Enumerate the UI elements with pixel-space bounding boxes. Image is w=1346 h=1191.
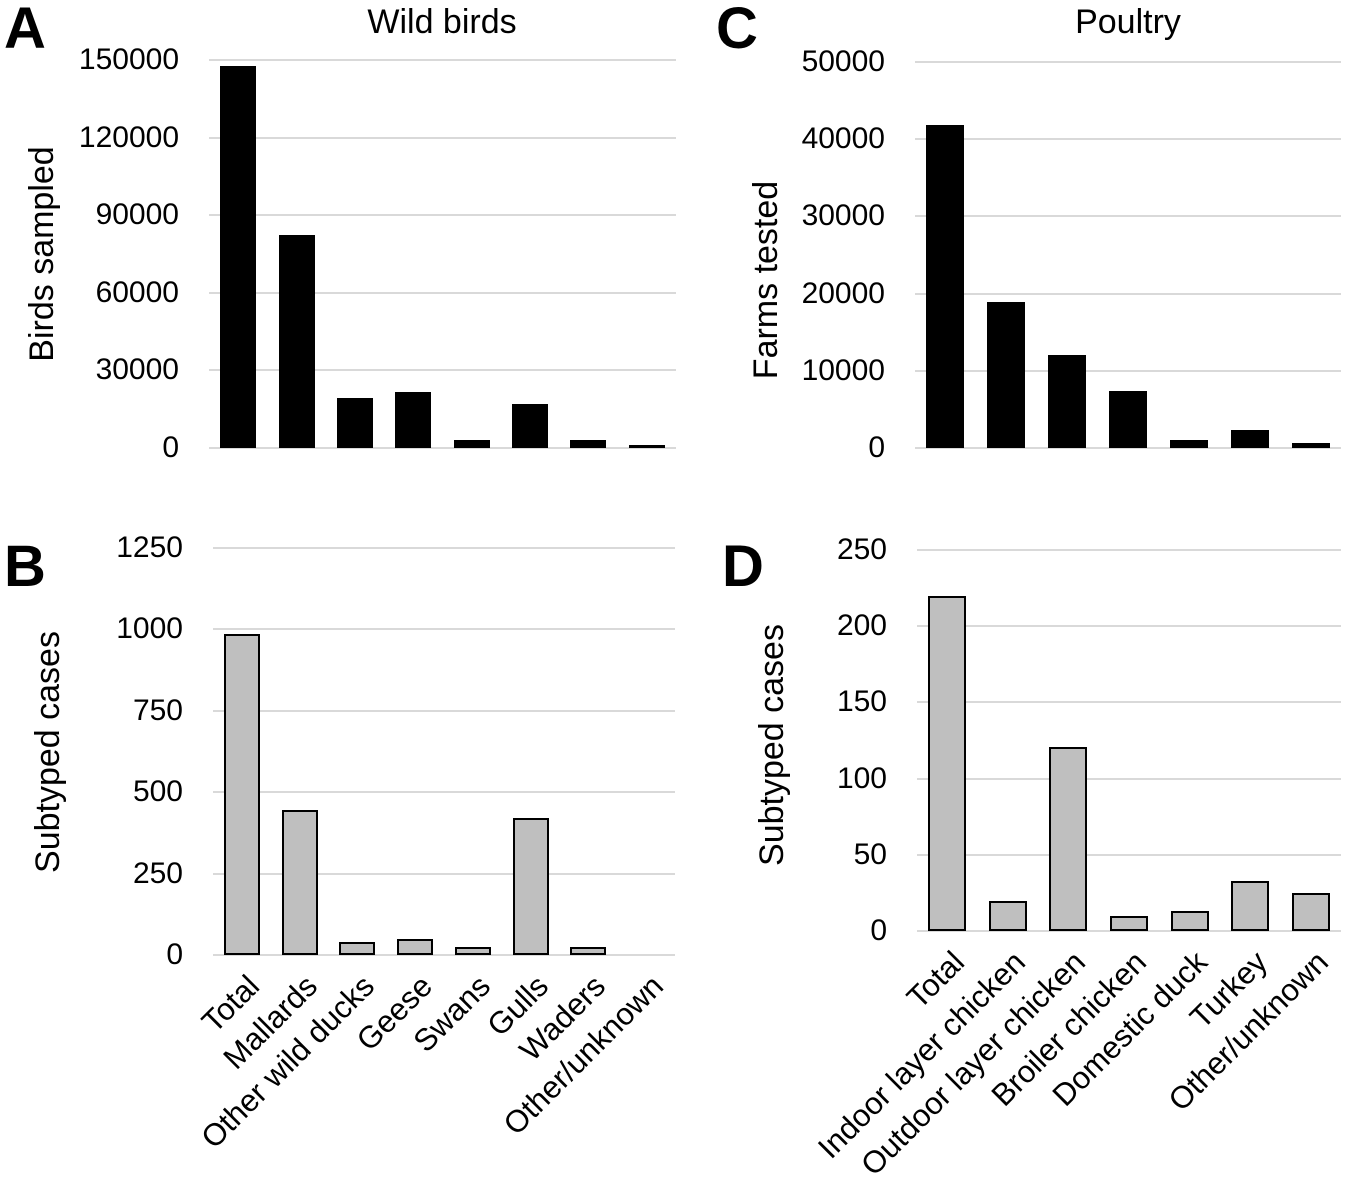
bar-outdoor-layer-chicken [1048,355,1087,448]
bar-other-unknown [1291,442,1330,448]
bar-total [220,66,257,448]
gridline [917,701,1341,704]
panel-c-letter: C [716,0,758,61]
bar-broiler-chicken [1110,915,1148,931]
panel-a-plot-area: 0 30000 60000 90000 120000 150000 [79,43,676,464]
y-tick-label: 40000 [801,122,885,156]
gridline [915,447,1341,449]
gridline [915,215,1341,218]
bar-other-wild-ducks [336,397,373,448]
bar-geese [397,939,434,955]
y-tick-label: 500 [132,775,183,809]
panel-c-plot-area: 0 10000 20000 30000 40000 50000 [802,45,1341,464]
y-tick-label: 10000 [801,353,885,387]
panel-b-y-axis-label: Subtyped cases [29,631,67,873]
bar-swans [454,946,491,955]
panel-d-plot-area: 0 50 100 150 200 250 Total Indoor layer chicken… [811,533,1341,1182]
y-tick-label: 1000 [116,612,183,646]
bar-indoor-layer-chicken [988,900,1027,931]
bar-other-unknown [628,444,665,448]
panel-c-title: Poultry [1075,3,1181,41]
y-tick-label: 100 [836,761,887,795]
gridline [209,291,676,294]
gridline [209,447,676,449]
gridline [213,547,675,549]
y-tick-label: 20000 [801,276,885,310]
gridline [213,709,675,712]
bar-waders [570,946,607,955]
gridline [209,136,676,139]
bar-waders [570,440,607,448]
bar-gulls [512,404,549,448]
y-tick-label: 90000 [95,198,179,232]
gridline [209,59,676,61]
y-tick-label: 250 [132,856,183,890]
y-tick-label: 150000 [78,43,179,76]
bar-outdoor-layer-chicken [1049,746,1088,931]
bar-other-unknown [1291,892,1330,931]
bar-broiler-chicken [1109,390,1147,448]
gridline [917,777,1341,780]
bar-total [223,634,260,955]
bar-total [928,595,967,931]
bar-gulls [512,818,549,955]
y-tick-label: 50000 [801,45,885,78]
y-tick-label: 150 [836,685,887,719]
y-tick-label: 0 [870,914,887,947]
y-tick-label: 30000 [801,199,885,233]
bar-domestic-duck [1170,911,1209,931]
panel-a-title: Wild birds [367,3,517,41]
gridline [213,628,675,631]
bar-other-wild-ducks [339,941,376,955]
bar-swans [453,440,490,448]
bar-turkey [1230,430,1269,448]
panel-d-y-axis-label: Subtyped cases [753,624,791,866]
panel-a-letter: A [4,0,46,61]
panel-b-letter: B [4,534,46,599]
gridline [213,954,675,956]
bar-geese [395,392,432,448]
gridline [915,369,1341,372]
gridline [209,369,676,372]
panel-a-y-axis-label: Birds sampled [23,146,61,362]
bar-total [926,124,965,448]
gridline [213,791,675,794]
bar-turkey [1231,880,1270,931]
gridline [917,549,1341,551]
bar-indoor-layer-chicken [987,302,1026,448]
y-tick-label: 50 [853,837,887,871]
y-tick-label: 30000 [95,353,179,387]
panel-d-letter: D [722,534,764,599]
panel-b-plot-area: 0 250 500 750 1000 1250 Total Mallards Other wil… [116,531,675,1155]
bar-domestic-duck [1169,440,1208,448]
gridline [209,214,676,217]
bar-mallards [281,810,318,955]
y-tick-label: 0 [162,431,179,464]
y-tick-label: 0 [166,938,183,971]
gridline [917,625,1341,628]
gridline [915,138,1341,141]
y-tick-label: 200 [836,609,887,643]
y-tick-label: 120000 [78,120,179,154]
y-tick-label: 750 [132,693,183,727]
y-tick-label: 0 [868,431,885,464]
y-tick-label: 1250 [116,531,183,564]
gridline [917,930,1341,932]
y-tick-label: 250 [836,533,887,566]
bar-mallards [278,234,315,448]
gridline [917,853,1341,856]
gridline [915,292,1341,295]
y-tick-label: 60000 [95,275,179,309]
gridline [213,872,675,875]
gridline [915,61,1341,63]
